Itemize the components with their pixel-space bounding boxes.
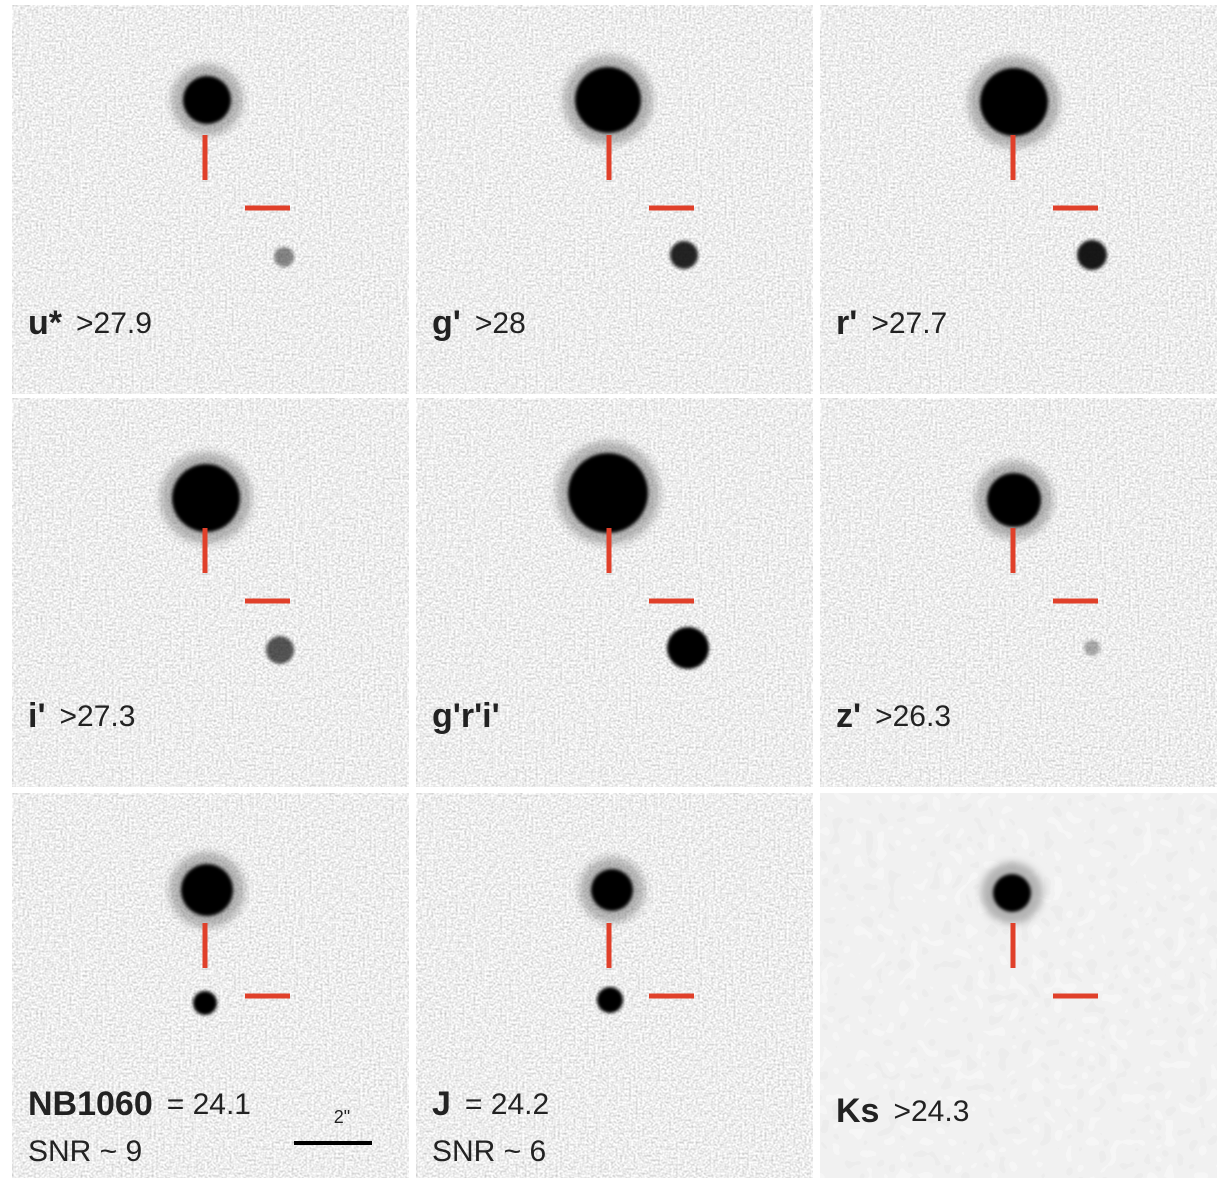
band-label: NB1060: [28, 1085, 153, 1123]
source: [670, 241, 698, 269]
stamp: i' >27.3: [12, 398, 409, 787]
source: [597, 987, 623, 1013]
magnitude: >27.7: [871, 307, 947, 340]
magnitude: >24.3: [893, 1095, 969, 1128]
magnitude: >27.3: [60, 700, 136, 733]
band-label: g': [432, 304, 461, 342]
star: [591, 869, 633, 911]
source: [667, 627, 709, 669]
stamp-noise: [12, 5, 409, 394]
stamp: NB1060 = 24.1 SNR ~ 9 2": [12, 793, 409, 1178]
stamp: g' >28: [416, 5, 813, 394]
magnitude: >28: [475, 307, 526, 340]
snr: SNR ~ 9: [28, 1135, 142, 1168]
band-label: Ks: [836, 1092, 879, 1130]
band-label: J: [432, 1085, 451, 1123]
scale-label: 2": [334, 1107, 350, 1127]
stamp: Ks >24.3: [820, 793, 1217, 1178]
star: [575, 67, 641, 133]
stamp-noise: [820, 793, 1217, 1178]
band-label: i': [28, 697, 46, 735]
band-label: z': [836, 697, 861, 735]
star: [987, 473, 1041, 527]
star: [993, 874, 1031, 912]
source: [274, 247, 294, 267]
stamp: r' >27.7: [820, 5, 1217, 394]
source: [1077, 240, 1107, 270]
band-label: g'r'i': [432, 697, 500, 735]
star: [181, 864, 233, 916]
band-label: u*: [28, 304, 63, 342]
source: [266, 636, 294, 664]
star: [568, 453, 648, 533]
source: [1084, 640, 1100, 656]
snr: SNR ~ 6: [432, 1135, 546, 1168]
magnitude: = 24.1: [167, 1088, 251, 1121]
star: [172, 464, 240, 532]
star: [980, 68, 1048, 136]
stamp: z' >26.3: [820, 398, 1217, 787]
stamp: u* >27.9: [12, 5, 409, 394]
stamp: J = 24.2 SNR ~ 6: [416, 793, 813, 1178]
band-label: r': [836, 304, 857, 342]
star: [183, 76, 231, 124]
source: [193, 991, 217, 1015]
magnitude: = 24.2: [465, 1088, 549, 1121]
magnitude: >26.3: [875, 700, 951, 733]
stamp: g'r'i': [416, 398, 813, 787]
magnitude: >27.9: [76, 307, 152, 340]
